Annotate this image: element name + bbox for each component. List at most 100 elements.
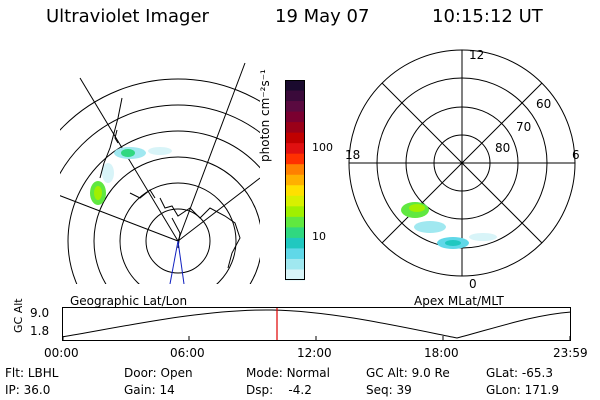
seq-info: Seq: 39 [366,383,412,397]
glon-info: GLon: 171.9 [486,383,559,397]
mlat-label-70: 70 [516,120,531,134]
colorbar-band [285,101,305,113]
lat-ring [60,104,260,175]
colorbar-band [285,111,305,123]
altitude-plot [61,307,572,341]
meridian [60,195,179,242]
lat-ring [119,182,237,284]
ip-value: 36.0 [23,383,51,397]
gcalt-info: GC Alt: 9.0 Re [366,366,450,380]
pole-marker-line [169,240,179,284]
geographic-map [60,62,260,284]
seq-label: Seq: [366,383,393,397]
mode-value: Normal [286,366,330,380]
glat-info: GLat: -65.3 [486,366,553,380]
coastline [114,129,119,144]
lat-ring [60,78,260,131]
colorbar-band [285,122,305,134]
aurora-emission [409,204,425,212]
mode-label: Mode: [246,366,283,380]
meridian [79,77,179,242]
colorbar-tick-100: 100 [312,141,333,154]
gcalt-label: GC Alt: [366,366,408,380]
time-tick-label: 18:00 [424,346,459,360]
dsp-info: Dsp: -4.2 [246,383,312,397]
lat-ring [67,130,260,284]
altitude-ymax: 9.0 [30,306,50,320]
colorbar-band [285,195,305,207]
colorbar-band [285,80,305,92]
mlt-label-18: 18 [345,148,360,162]
aurora-emission [414,221,446,233]
left-panel-caption: Geographic Lat/Lon [70,294,188,308]
altitude-ymin: 1.8 [30,324,50,338]
glon-value: 171.9 [524,383,559,397]
colorbar-band [285,164,305,176]
colorbar-band [285,143,305,155]
colorbar-band [285,132,305,144]
meridian [177,62,246,242]
door-value: Open [160,366,193,380]
lat-ring [145,208,211,274]
colorbar-band [285,258,305,270]
mlt-label-12: 12 [469,48,484,62]
filter-label: Flt: [5,366,24,380]
aurora-emission [469,233,497,241]
aurora-emission [445,240,461,246]
coastline [129,189,156,199]
colorbar-unit-label: photon cm⁻²s⁻¹ [258,69,272,162]
colorbar-band [285,174,305,186]
colorbar-band [285,185,305,197]
time-tick-label: 23:59 [553,346,588,360]
ip-label: IP: [5,383,20,397]
mlt-label-0: 0 [469,277,477,291]
aurora-emission [94,186,102,200]
colorbar [285,80,305,281]
altitude-ylabel: GC Alt [12,298,25,333]
colorbar-band [285,248,305,260]
gain-value: 14 [159,383,175,397]
time-tick-label: 00:00 [44,346,79,360]
aurora-emission [102,163,114,183]
door-label: Door: [124,366,157,380]
lat-ring [93,156,260,284]
aurora-emission [121,149,135,157]
gain-info: Gain: 14 [124,383,175,397]
colorbar-band [285,206,305,218]
seq-value: 39 [396,383,412,397]
glon-label: GLon: [486,383,521,397]
colorbar-tick-10: 10 [312,230,326,243]
aurora-emission [148,147,172,155]
gain-label: Gain: [124,383,156,397]
instrument-title: Ultraviolet Imager [46,6,209,27]
observation-time: 10:15:12 UT [432,6,543,27]
time-tick-label: 12:00 [297,346,332,360]
colorbar-band [285,216,305,228]
altitude-curve [61,309,572,339]
colorbar-band [285,227,305,239]
coastline [159,197,241,269]
door-info: Door: Open [124,366,193,380]
mlat-label-60: 60 [536,97,551,111]
mode-info: Mode: Normal [246,366,330,380]
colorbar-band [285,90,305,102]
mlt-label-6: 6 [572,148,580,162]
glat-label: GLat: [486,366,519,380]
time-tick-label: 06:00 [170,346,205,360]
filter-info: Flt: LBHL [5,366,58,380]
dsp-value: -4.2 [288,383,312,397]
colorbar-band [285,153,305,165]
dsp-label: Dsp: [246,383,274,397]
right-panel-caption: Apex MLat/MLT [414,294,504,308]
ip-info: IP: 36.0 [5,383,50,397]
pole-marker-line [177,240,185,284]
mlat-label-80: 80 [495,141,510,155]
filter-value: LBHL [27,366,59,380]
gcalt-value: 9.0 Re [411,366,450,380]
observation-date: 19 May 07 [275,6,370,27]
colorbar-band [285,269,305,281]
colorbar-band [285,237,305,249]
coastline [99,97,123,179]
mlat-mlt-polar-plot: 12 18 6 0 60 70 80 [345,48,580,291]
meridian [177,177,260,242]
